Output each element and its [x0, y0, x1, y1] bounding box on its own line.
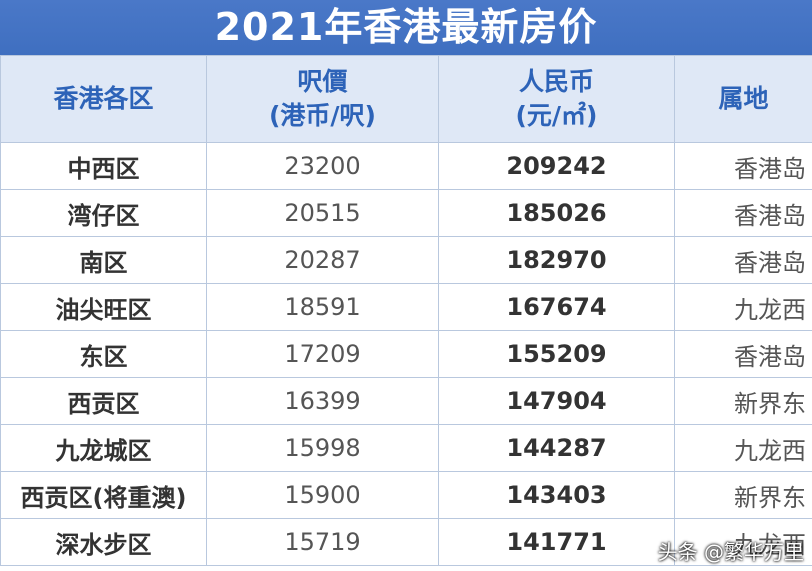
- hkd-price-cell: 15900: [206, 471, 439, 519]
- table-row: 中西区 23200 209242 香港岛: [0, 142, 812, 190]
- district-cell: 九龙城区: [0, 424, 207, 472]
- hkd-price-cell: 20515: [206, 189, 439, 237]
- hkd-price-cell: 18591: [206, 283, 439, 331]
- district-cell: 油尖旺区: [0, 283, 207, 331]
- region-cell: 九龙西: [674, 518, 812, 566]
- table-row: 南区 20287 182970 香港岛: [0, 236, 812, 284]
- region-cell: 香港岛: [674, 236, 812, 284]
- region-cell: 香港岛: [674, 330, 812, 378]
- table-row: 湾仔区 20515 185026 香港岛: [0, 189, 812, 237]
- district-cell: 南区: [0, 236, 207, 284]
- region-cell: 九龙西: [674, 424, 812, 472]
- region-cell: 香港岛: [674, 142, 812, 190]
- hkd-price-cell: 20287: [206, 236, 439, 284]
- rmb-price-cell: 143403: [438, 471, 675, 519]
- rmb-price-cell: 182970: [438, 236, 675, 284]
- header-hkd-line1: 呎價: [297, 67, 348, 96]
- district-cell: 深水步区: [0, 518, 207, 566]
- watermark: 头条 @繁华万里: [657, 540, 804, 564]
- header-rmb-line1: 人民币: [518, 67, 594, 96]
- page-title: 2021年香港最新房价: [0, 0, 812, 55]
- rmb-price-cell: 141771: [438, 518, 675, 566]
- hkd-price-cell: 15998: [206, 424, 439, 472]
- hkd-price-cell: 23200: [206, 142, 439, 190]
- district-cell: 东区: [0, 330, 207, 378]
- table-row: 深水步区 15719 141771 九龙西: [0, 518, 812, 566]
- district-cell: 中西区: [0, 142, 207, 190]
- table-row: 西贡区 16399 147904 新界东: [0, 377, 812, 425]
- table-row: 油尖旺区 18591 167674 九龙西: [0, 283, 812, 331]
- header-hkd-line2: (港币/呎): [269, 101, 376, 130]
- district-cell: 西贡区: [0, 377, 207, 425]
- header-hkd: 呎價 (港币/呎): [206, 55, 439, 143]
- region-cell: 新界东: [674, 471, 812, 519]
- header-district: 香港各区: [0, 55, 207, 143]
- rmb-price-cell: 144287: [438, 424, 675, 472]
- header-row: 香港各区 呎價 (港币/呎) 人民币 (元/㎡) 属地: [0, 55, 812, 143]
- hkd-price-cell: 16399: [206, 377, 439, 425]
- region-cell: 新界东: [674, 377, 812, 425]
- rmb-price-cell: 147904: [438, 377, 675, 425]
- price-table: 香港各区 呎價 (港币/呎) 人民币 (元/㎡) 属地 中西区 23200 20…: [0, 55, 812, 566]
- region-cell: 香港岛: [674, 189, 812, 237]
- rmb-price-cell: 209242: [438, 142, 675, 190]
- rmb-price-cell: 155209: [438, 330, 675, 378]
- district-cell: 西贡区(将重澳): [0, 471, 207, 519]
- district-cell: 湾仔区: [0, 189, 207, 237]
- region-cell: 九龙西: [674, 283, 812, 331]
- table-row: 西贡区(将重澳) 15900 143403 新界东: [0, 471, 812, 519]
- rmb-price-cell: 185026: [438, 189, 675, 237]
- header-rmb: 人民币 (元/㎡): [438, 55, 675, 143]
- table-row: 东区 17209 155209 香港岛: [0, 330, 812, 378]
- header-rmb-line2: (元/㎡): [515, 101, 598, 130]
- hkd-price-cell: 17209: [206, 330, 439, 378]
- rmb-price-cell: 167674: [438, 283, 675, 331]
- hkd-price-cell: 15719: [206, 518, 439, 566]
- table-row: 九龙城区 15998 144287 九龙西: [0, 424, 812, 472]
- header-region: 属地: [674, 55, 812, 143]
